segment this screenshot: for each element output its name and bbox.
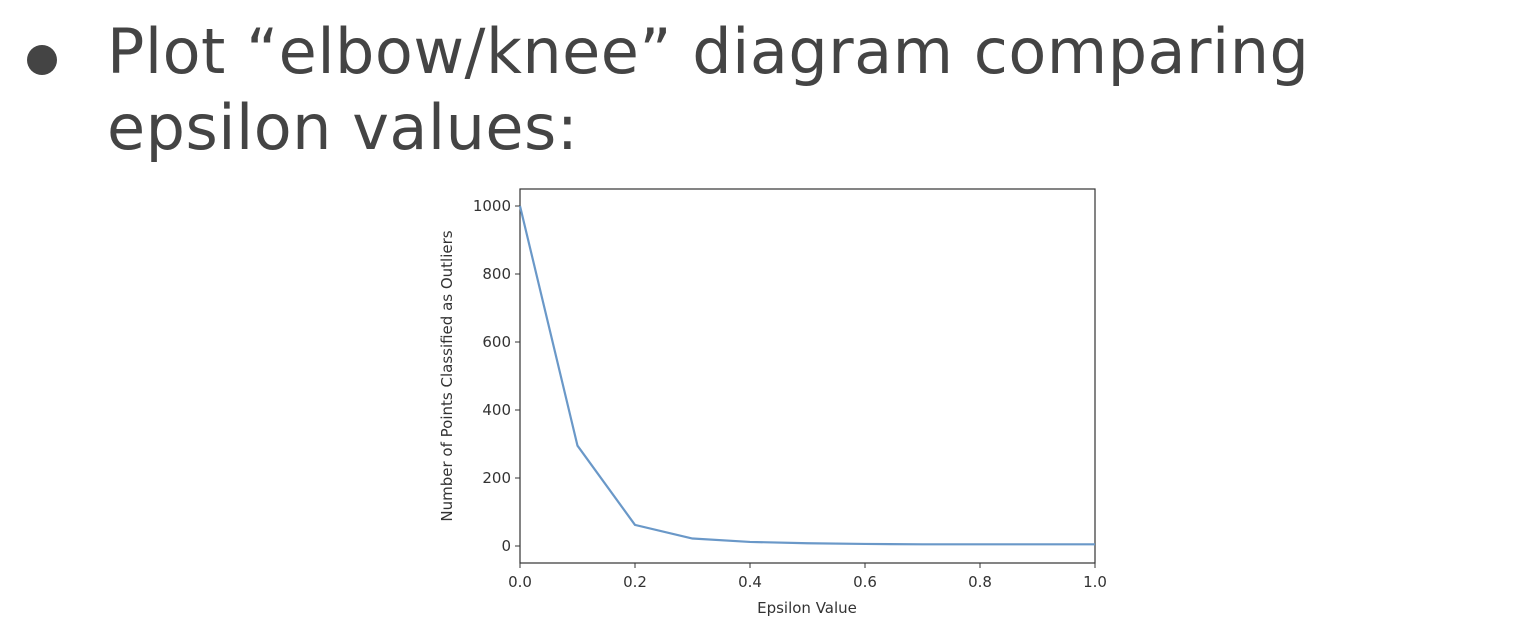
chart-plot-area	[519, 188, 1096, 564]
x-axis-ticks: 0.0 0.2 0.4 0.6 0.8 1.0	[508, 563, 1107, 591]
x-tick-label: 0.6	[853, 573, 877, 591]
slide-heading-text: Plot “elbow/knee” diagram comparing epsi…	[107, 15, 1310, 164]
x-tick-label: 0.4	[738, 573, 762, 591]
bullet-dot	[27, 45, 57, 75]
x-tick-label: 0.2	[623, 573, 647, 591]
series-line	[518, 205, 1095, 546]
x-tick-label: 0.8	[968, 573, 992, 591]
y-tick-label: 600	[482, 333, 511, 351]
x-axis-label: Epsilon Value	[757, 599, 857, 617]
x-tick-label: 1.0	[1083, 573, 1107, 591]
x-tick-label: 0.0	[508, 573, 532, 591]
y-tick-label: 200	[482, 469, 511, 487]
y-tick-label: 400	[482, 401, 511, 419]
y-tick-label: 800	[482, 265, 511, 283]
series-layer	[518, 205, 1095, 546]
y-tick-label: 1000	[473, 197, 511, 215]
slide-heading: Plot “elbow/knee” diagram comparing epsi…	[27, 14, 1467, 166]
chart-frame	[519, 188, 1096, 564]
y-tick-label: 0	[501, 537, 511, 555]
y-axis-ticks: 0 200 400 600 800 1000	[473, 197, 520, 555]
y-axis-label: Number of Points Classified as Outliers	[438, 230, 456, 521]
